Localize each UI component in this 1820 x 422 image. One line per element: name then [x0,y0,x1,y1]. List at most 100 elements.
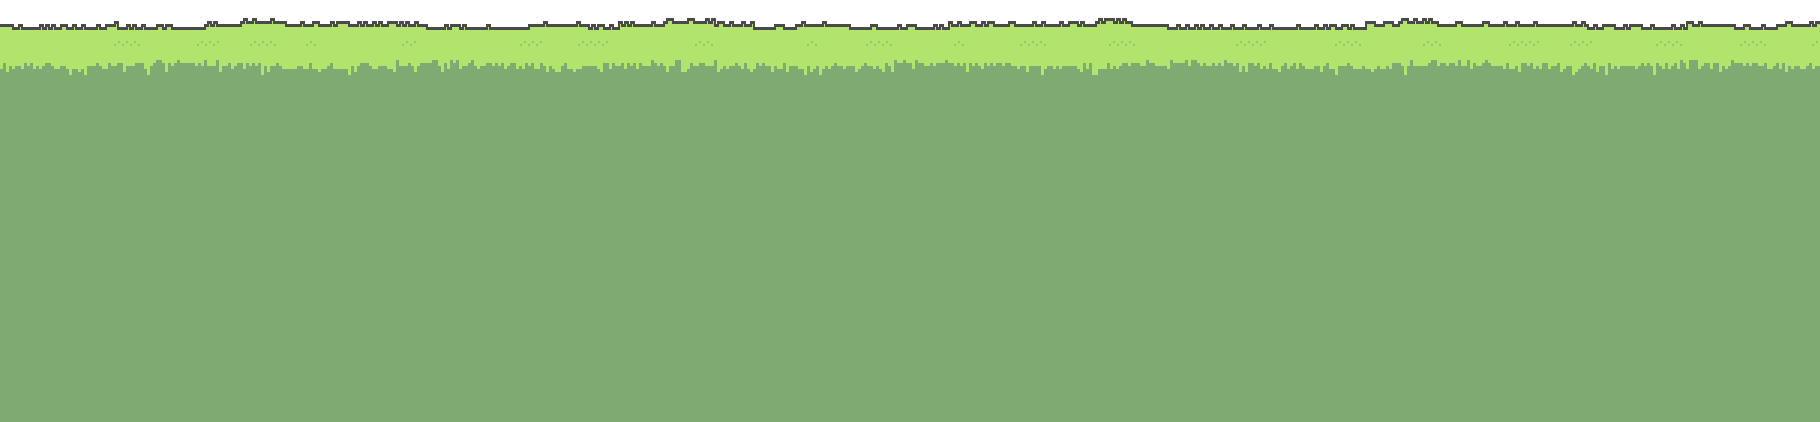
grass-speckle [209,41,211,43]
grass-speckle [711,44,713,46]
grass-speckle [118,41,120,43]
grass-speckle [250,44,252,46]
grass-speckle [406,41,408,43]
grass-speckle [1812,44,1814,46]
grass-speckle [1359,44,1361,46]
grass-speckle [1024,41,1026,43]
grass-speckle [1748,44,1750,46]
grass-speckle [1256,41,1258,43]
grass-speckle [1427,41,1429,43]
grass-speckle [138,44,140,46]
grass-speckle [122,44,124,46]
grass-speckle [1248,41,1250,43]
grass-speckle [310,41,312,43]
grass-speckle [270,41,272,43]
grass-speckle [590,41,592,43]
grass-speckle [594,44,596,46]
grass-speckle [1525,44,1527,46]
grass-speckle [532,41,534,43]
grass-speckle [1740,44,1742,46]
grass-speckle [314,44,316,46]
grass-speckle [707,41,709,43]
grass-speckle [1752,41,1754,43]
grass-speckle [410,44,412,46]
grass-speckle [1121,41,1123,43]
grass-speckle [882,44,884,46]
grass-speckle [1816,41,1818,43]
grass-speckle [878,41,880,43]
grass-speckle [1521,41,1523,43]
grass-speckle [1244,44,1246,46]
grass-speckle [201,41,203,43]
grass-speckle [524,41,526,43]
grass-speckle [1252,44,1254,46]
grass-speckle [217,41,219,43]
grass-speckle [1513,41,1515,43]
grass-speckle [1133,44,1135,46]
grass-speckle [1517,44,1519,46]
grass-speckle [1113,41,1115,43]
grass-speckle [815,44,817,46]
grass-speckle [874,44,876,46]
grass-speckle [958,41,960,43]
grass-speckle [1117,44,1119,46]
grass-speckle [1240,41,1242,43]
grass-speckle [402,44,404,46]
grass-speckle [540,41,542,43]
grass-speckle [606,41,608,43]
grass-speckle [1109,44,1111,46]
grass-speckle [870,41,872,43]
grass-speckle [1590,41,1592,43]
grass-speckle [1570,44,1572,46]
grass-speckle [1529,41,1531,43]
grass-speckle [1744,41,1746,43]
grass-speckle [1537,41,1539,43]
grass-speckle [1339,41,1341,43]
grass-outline-edge [0,18,1820,30]
grass-speckle-group [114,41,1818,46]
grass-speckle [130,44,132,46]
grass-speckle [699,41,701,43]
grass-speckle [1586,44,1588,46]
grass-speckle [1509,44,1511,46]
grass-speckle [1435,41,1437,43]
grass-speckle [266,44,268,46]
grass-speckle [695,44,697,46]
grass-speckle [1760,41,1762,43]
grass-speckle [602,44,604,46]
grass-speckle [1680,44,1682,46]
grass-speckle [1343,44,1345,46]
grass-speckle [1439,44,1441,46]
grass-speckle [1036,44,1038,46]
grass-speckle [886,41,888,43]
grass-speckle [1044,44,1046,46]
grass-speckle [306,44,308,46]
grass-speckle [134,41,136,43]
grass-speckle [1032,41,1034,43]
grass-speckle [414,41,416,43]
grass-speckle [1347,41,1349,43]
grass-speckle [1578,44,1580,46]
grass-speckle [126,41,128,43]
grass-speckle [598,41,600,43]
grass-speckle [578,44,580,46]
grass-speckle [536,44,538,46]
grass-speckle [1236,44,1238,46]
grass-speckle [962,44,964,46]
grass-speckle [1764,44,1766,46]
grass-speckle [1355,41,1357,43]
grass-speckle [811,41,813,43]
grass-speckle [1672,44,1674,46]
grass-speckle [1656,44,1658,46]
grass-speckle [1533,44,1535,46]
grass-speckle [528,44,530,46]
grass-speckle [1028,44,1030,46]
grass-speckle [520,44,522,46]
grass-speckle [197,44,199,46]
grass-speckle [258,44,260,46]
grass-speckle [586,44,588,46]
grass-speckle [1676,41,1678,43]
grass-speckle [205,44,207,46]
grass-speckle [1129,41,1131,43]
